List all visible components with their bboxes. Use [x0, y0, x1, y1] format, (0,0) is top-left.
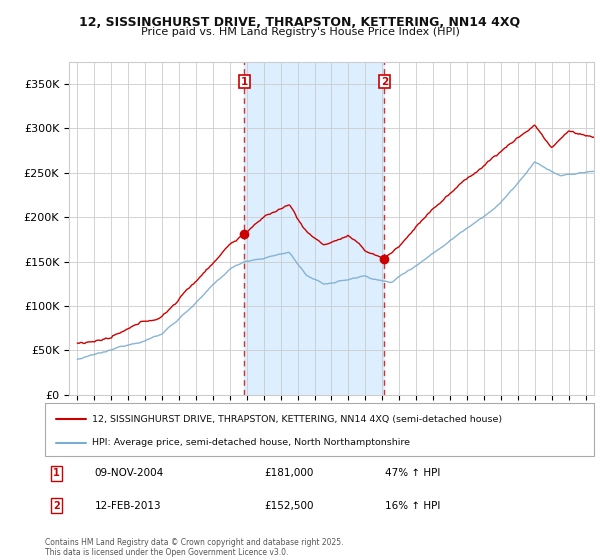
Text: Contains HM Land Registry data © Crown copyright and database right 2025.
This d: Contains HM Land Registry data © Crown c…	[45, 538, 343, 557]
Text: 12, SISSINGHURST DRIVE, THRAPSTON, KETTERING, NN14 4XQ (semi-detached house): 12, SISSINGHURST DRIVE, THRAPSTON, KETTE…	[92, 414, 502, 424]
Text: 16% ↑ HPI: 16% ↑ HPI	[385, 501, 441, 511]
Text: 1: 1	[53, 468, 60, 478]
Text: 2: 2	[53, 501, 60, 511]
Text: HPI: Average price, semi-detached house, North Northamptonshire: HPI: Average price, semi-detached house,…	[92, 438, 410, 447]
Text: 12, SISSINGHURST DRIVE, THRAPSTON, KETTERING, NN14 4XQ: 12, SISSINGHURST DRIVE, THRAPSTON, KETTE…	[79, 16, 521, 29]
Text: 09-NOV-2004: 09-NOV-2004	[94, 468, 164, 478]
Text: £181,000: £181,000	[265, 468, 314, 478]
Bar	[244, 62, 385, 395]
Text: Price paid vs. HM Land Registry's House Price Index (HPI): Price paid vs. HM Land Registry's House …	[140, 27, 460, 37]
Text: 2: 2	[381, 77, 388, 87]
Text: £152,500: £152,500	[265, 501, 314, 511]
Text: 12-FEB-2013: 12-FEB-2013	[94, 501, 161, 511]
Text: 1: 1	[241, 77, 248, 87]
Text: 47% ↑ HPI: 47% ↑ HPI	[385, 468, 441, 478]
